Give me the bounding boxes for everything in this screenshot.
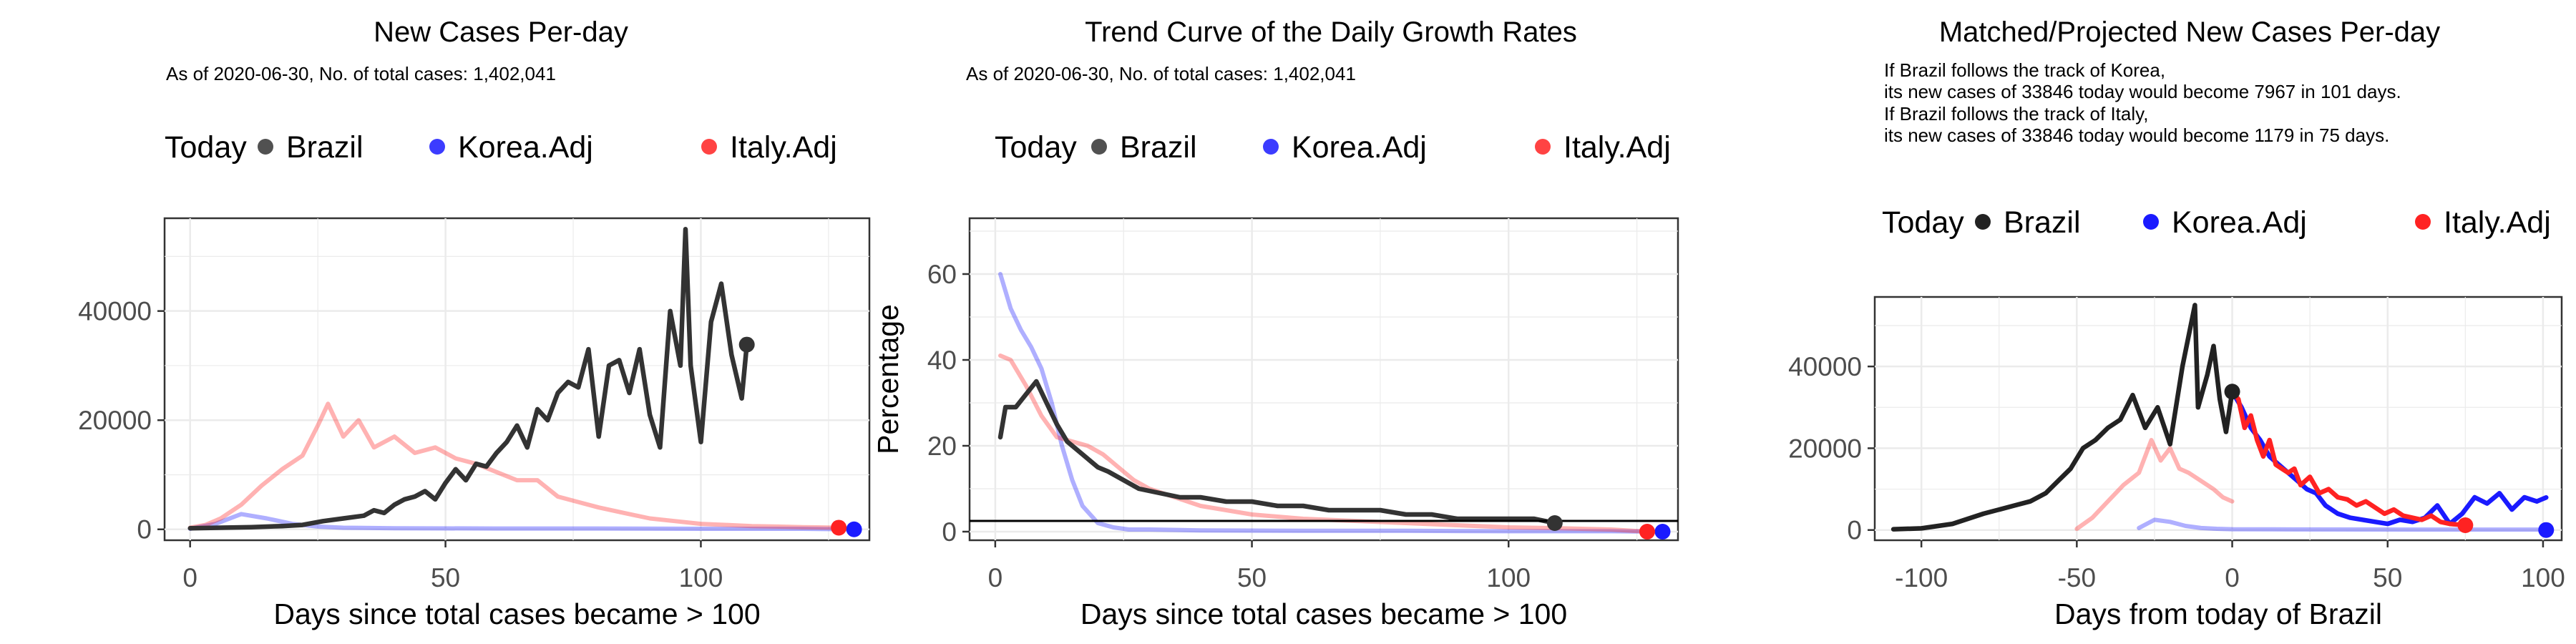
chart-title: New Cases Per-day (374, 16, 628, 48)
today-point-brazil (2224, 384, 2240, 400)
series-line-brazil (187, 227, 749, 531)
grid (970, 218, 1678, 540)
legend-key-1 (1091, 139, 1107, 155)
legend-title: Today (165, 130, 247, 165)
panel-1: New Cases Per-day As of 2020-06-30, No. o… (78, 16, 871, 630)
x-tick-label: 50 (2373, 563, 2402, 592)
chart-subtitle: If Brazil follows the track of Italy, (1884, 103, 2148, 125)
legend-key-3 (1535, 139, 1551, 155)
legend-key-2 (1263, 139, 1279, 155)
y-tick-label: 60 (927, 260, 957, 289)
y-tick-label: 20000 (78, 406, 152, 435)
legend-key-1 (1975, 214, 1991, 230)
legend-key-2 (429, 139, 445, 155)
legend-label-2: Korea.Adj (2172, 205, 2307, 240)
today-point-brazil (1546, 515, 1563, 531)
legend-key-3 (701, 139, 717, 155)
series-line-italy-adj (187, 401, 841, 530)
y-tick-label: 20 (927, 431, 957, 461)
legend-label-3: Italy.Adj (2444, 205, 2551, 240)
y-tick-label: 0 (942, 517, 957, 547)
chart-title: Trend Curve of the Daily Growth Rates (1085, 16, 1577, 48)
legend-label-2: Korea.Adj (458, 130, 593, 165)
today-point-korea-adj (1654, 524, 1671, 540)
x-tick-label: 0 (988, 563, 1003, 592)
y-tick-label: 0 (1847, 516, 1862, 545)
legend-label-2: Korea.Adj (1292, 130, 1427, 165)
x-tick-label: 100 (679, 563, 723, 592)
legend-label-3: Italy.Adj (1563, 130, 1671, 165)
x-axis-label: Days since total cases became > 100 (1080, 597, 1567, 630)
x-tick-label: 50 (431, 563, 460, 592)
legend: Today Brazil Korea.Adj Italy.Adj (165, 130, 837, 165)
x-tick-label: 0 (2225, 563, 2240, 592)
series-line-korea-adj (187, 512, 857, 532)
x-axis-label: Days from today of Brazil (2054, 597, 2382, 630)
today-point-italy-adj (2457, 517, 2474, 533)
series-line-korea-adj-history (2137, 517, 2545, 532)
chart-subtitle: its new cases of 33846 today would becom… (1884, 81, 2401, 102)
y-tick-label: 40000 (1788, 352, 1862, 381)
legend: Today Brazil Korea.Adj Italy.Adj (995, 130, 1671, 165)
legend-title: Today (1882, 205, 1964, 240)
plot-area (163, 217, 871, 542)
x-tick-label: -100 (1895, 563, 1948, 592)
y-axis-label: Percentage (872, 304, 904, 454)
series-line-brazil (1890, 303, 2235, 532)
today-point-italy-adj (1639, 524, 1655, 540)
chart-subtitle: As of 2020-06-30, No. of total cases: 1,… (966, 63, 1356, 84)
y-tick-label: 0 (137, 515, 152, 545)
series-line-italy-adj-history (2074, 438, 2235, 531)
legend-label-3: Italy.Adj (730, 130, 837, 165)
x-tick-label: 100 (2521, 563, 2565, 592)
today-point-korea-adj (846, 521, 862, 537)
panel-2: Trend Curve of the Daily Growth Rates As … (872, 16, 1679, 630)
legend-label-1: Brazil (2004, 205, 2081, 240)
x-axis-label: Days since total cases became > 100 (273, 597, 760, 630)
chart-title: Matched/Projected New Cases Per-day (1939, 16, 2440, 48)
legend-label-1: Brazil (286, 130, 364, 165)
y-tick-label: 20000 (1788, 434, 1862, 463)
x-tick-label: -50 (2058, 563, 2096, 592)
today-point-italy-adj (831, 519, 847, 536)
legend: Today Brazil Korea.Adj Italy.Adj (1882, 205, 2551, 240)
grid (165, 218, 869, 540)
y-tick-label: 40000 (78, 297, 152, 326)
plot-area (1873, 296, 2563, 542)
plot-area (968, 217, 1679, 542)
series-line-brazil (997, 379, 1558, 526)
series-line-korea-adj (998, 272, 1665, 534)
panel-3: Matched/Projected New Cases Per-day If Br… (1788, 16, 2565, 630)
legend-key-3 (2415, 214, 2431, 230)
today-point-korea-adj (2538, 522, 2555, 538)
series-line-italy-adj (2230, 389, 2468, 528)
legend-label-1: Brazil (1120, 130, 1197, 165)
y-tick-label: 40 (927, 346, 957, 375)
chart-subtitle: If Brazil follows the track of Korea, (1884, 59, 2165, 81)
legend-key-2 (2143, 214, 2159, 230)
today-point-brazil (738, 336, 755, 353)
x-tick-label: 0 (182, 563, 197, 592)
chart-subtitle: As of 2020-06-30, No. of total cases: 1,… (166, 63, 556, 84)
x-tick-label: 50 (1237, 563, 1267, 592)
legend-title: Today (995, 130, 1077, 165)
legend-key-1 (258, 139, 273, 155)
x-tick-label: 100 (1486, 563, 1531, 592)
chart-subtitle: its new cases of 33846 today would becom… (1884, 125, 2389, 146)
